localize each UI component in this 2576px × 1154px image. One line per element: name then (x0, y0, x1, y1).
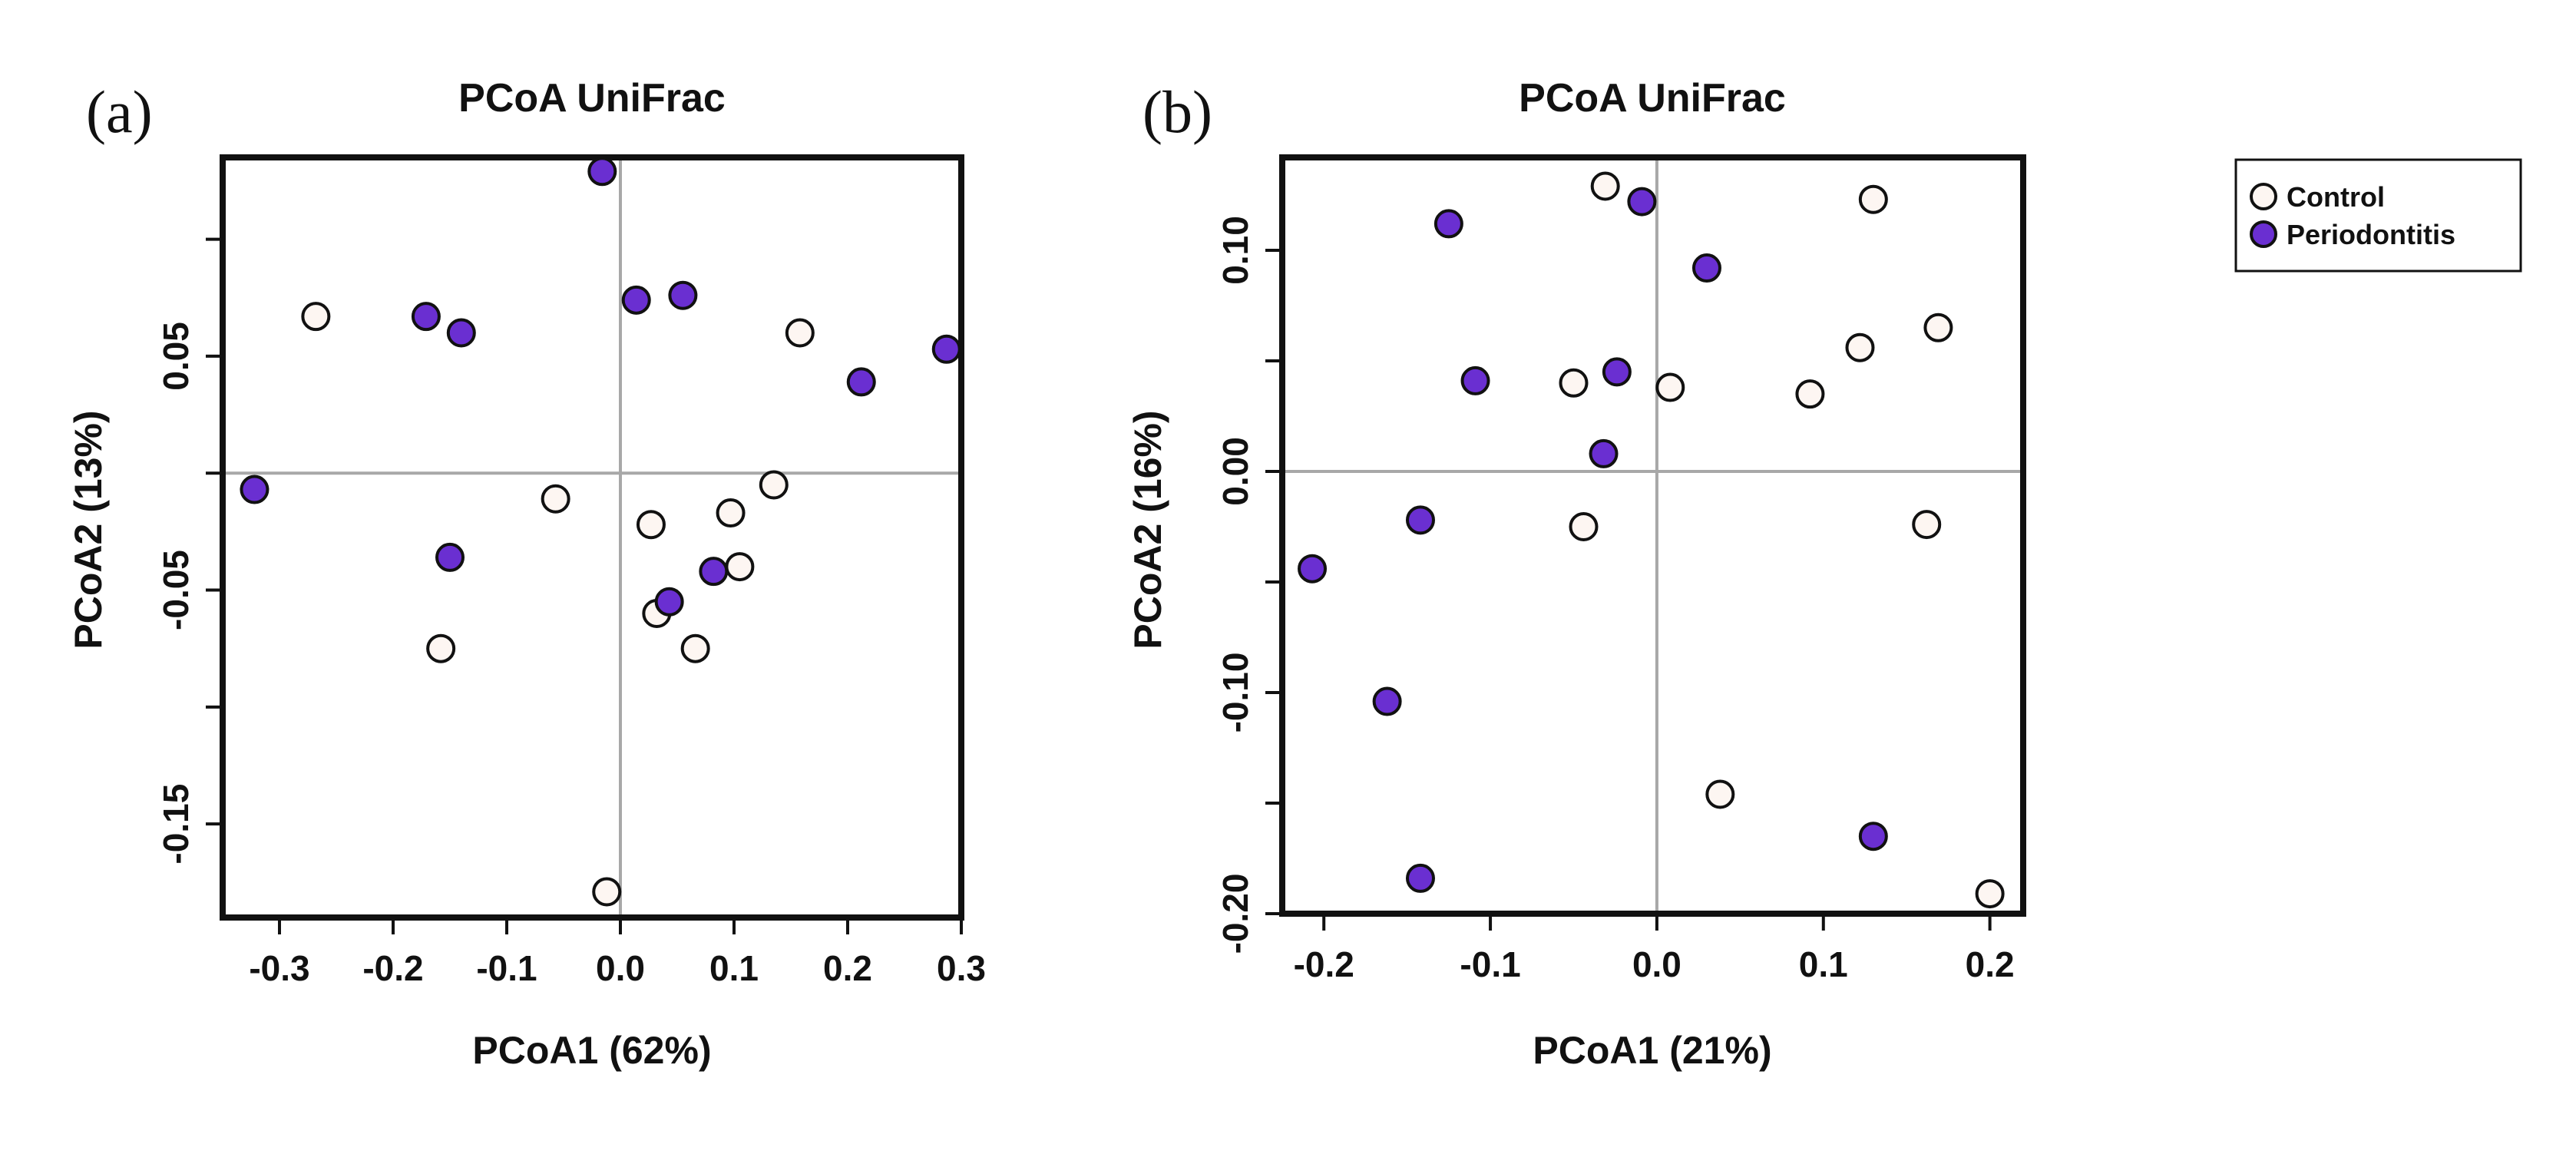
panel-a-point-control (636, 510, 666, 540)
panel-a-x-tick-label: -0.1 (476, 948, 537, 988)
panel-a-point-periodontitis (446, 318, 476, 348)
panel-b-point-periodontitis (1602, 357, 1632, 387)
panel-a-point-control (301, 302, 331, 332)
panel-a-point-periodontitis (668, 280, 698, 310)
panel-a-x-tick-label: -0.2 (362, 948, 423, 988)
panel-b-point-periodontitis (1298, 554, 1328, 584)
legend-label-control: Control (2287, 181, 2385, 213)
legend: Control Periodontitis (2234, 158, 2522, 273)
panel-a-frame (220, 154, 964, 921)
panel-b-point-control (1912, 510, 1942, 540)
panel-a-point-periodontitis (411, 302, 441, 332)
panel-b-point-periodontitis (1858, 822, 1888, 851)
panel-b-point-periodontitis (1405, 863, 1435, 893)
legend-marker-control (2250, 183, 2277, 210)
panel-b-point-control (1655, 372, 1685, 402)
panel-a-point-periodontitis (587, 157, 617, 187)
panel-a-point-periodontitis (846, 367, 876, 397)
panel-a-point-control (759, 470, 789, 500)
panel-a-point-control (716, 498, 746, 528)
panel-b-point-control (1975, 879, 2005, 909)
panel-b-point-control (1590, 171, 1620, 201)
panel-a-x-tick-label: -0.3 (249, 948, 309, 988)
panel-b-point-control (1923, 312, 1953, 342)
panel-b-point-control (1559, 368, 1589, 398)
panel-a-x-tick-label: 0.3 (937, 948, 986, 988)
panel-a-point-control (785, 318, 815, 348)
panel-b-point-periodontitis (1460, 365, 1490, 395)
panel-b-x-tick-label: -0.2 (1294, 944, 1354, 984)
panel-b-frame (1279, 154, 2026, 917)
panel-b-point-control (1705, 779, 1735, 809)
panel-b-x-tick-label: 0.0 (1632, 944, 1682, 984)
panel-a-point-control (680, 633, 710, 663)
panel-b-y-tick-label: -0.10 (1215, 653, 1255, 733)
panel-a-y-tick-label: -0.05 (156, 550, 196, 630)
panel-a-label: (a) (86, 78, 153, 145)
panel-b-point-periodontitis (1433, 209, 1463, 239)
panel-b-point-periodontitis (1405, 505, 1435, 535)
panel-a-x-axis-label: PCoA1 (62%) (472, 1029, 711, 1072)
panel-b-label: (b) (1143, 78, 1212, 145)
panel-b-point-control (1795, 379, 1825, 409)
panel-b-point-periodontitis (1372, 686, 1402, 716)
panel-a-point-control (592, 877, 622, 907)
panel-b: (b) PCoA UniFrac -0.2 -0.1 0.0 0.1 0.2-0.20-… (1126, 76, 2026, 1072)
panel-b-x-axis-label: PCoA1 (21%) (1533, 1029, 1771, 1072)
panel-b-point-control (1858, 184, 1888, 214)
panel-a-x-tick-label: 0.1 (709, 948, 759, 988)
panel-a-point-control (541, 484, 570, 514)
panel-a-point-control (725, 552, 755, 582)
panel-b-point-periodontitis (1691, 253, 1721, 283)
panel-a-y-axis-label: PCoA2 (13%) (67, 410, 110, 649)
panel-b-x-tick-label: 0.1 (1799, 944, 1848, 984)
panel-a-point-periodontitis (435, 542, 465, 572)
panel-a-x-tick-label: 0.0 (596, 948, 645, 988)
panel-a-point-periodontitis (621, 285, 651, 315)
panel-a: (a) PCoA UniFrac -0.3 -0.2 -0.1 0.0 0.1 0.2 0.… (67, 76, 986, 1072)
legend-label-periodontitis: Periodontitis (2287, 219, 2455, 250)
panel-a-point-control (426, 633, 456, 663)
panel-b-x-tick-label: -0.1 (1460, 944, 1520, 984)
panel-a-plot-area: -0.3 -0.2 -0.1 0.0 0.1 0.2 0.3 -0.15 -0.05 0.05 (156, 154, 986, 988)
legend-marker-periodontitis (2250, 220, 2277, 248)
panel-a-point-periodontitis (931, 334, 961, 364)
panel-b-y-tick-label: -0.20 (1215, 874, 1255, 954)
panel-b-plot-area: -0.2 -0.1 0.0 0.1 0.2 -0.20 -0.10 0.00 0.10 (1215, 154, 2026, 984)
panel-b-point-periodontitis (1627, 187, 1657, 217)
panel-a-x-tick-label: 0.2 (823, 948, 872, 988)
panel-a-point-periodontitis (240, 474, 270, 504)
panel-b-point-control (1845, 332, 1875, 362)
panel-b-x-tick-label: 0.2 (1966, 944, 2015, 984)
panel-b-y-tick-label: 0.00 (1215, 437, 1255, 506)
legend-box (2234, 158, 2522, 273)
panel-b-y-tick-label: 0.10 (1215, 216, 1255, 285)
panel-b-title: PCoA UniFrac (1519, 76, 1786, 121)
panel-b-point-periodontitis (1589, 438, 1619, 468)
panel-a-y-tick-label: -0.15 (156, 784, 196, 865)
panel-a-y-tick-label: 0.05 (156, 322, 196, 391)
panel-b-point-control (1569, 511, 1599, 541)
panel-a-point-periodontitis (699, 557, 729, 587)
panel-b-y-axis-label: PCoA2 (16%) (1126, 410, 1169, 649)
panel-a-title: PCoA UniFrac (458, 76, 726, 121)
panel-a-point-periodontitis (654, 587, 684, 617)
